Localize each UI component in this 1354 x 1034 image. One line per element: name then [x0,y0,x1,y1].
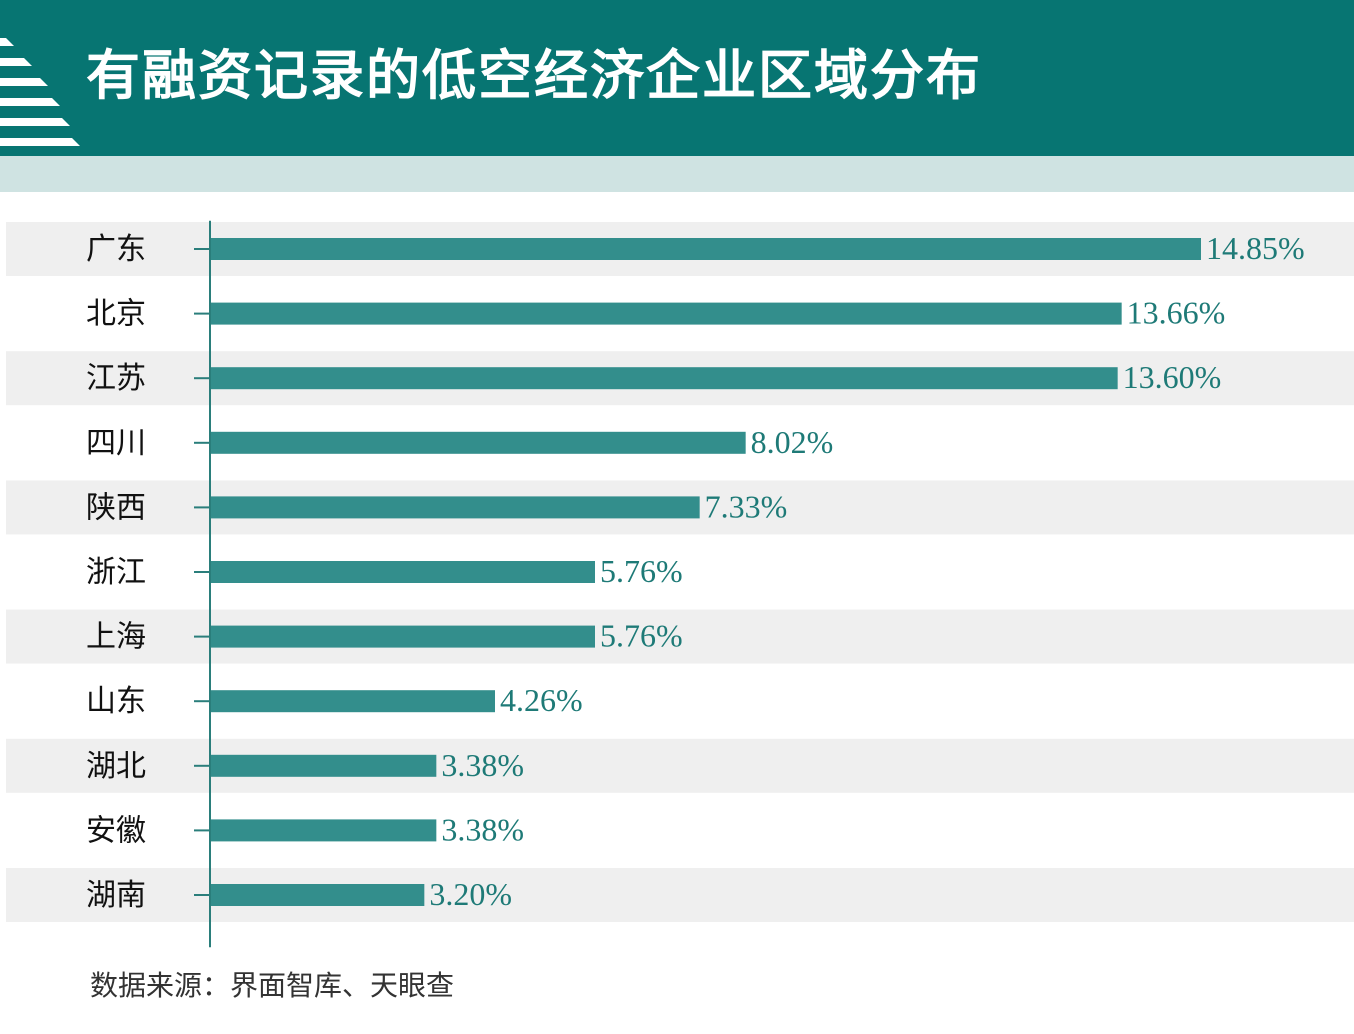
value-label: 3.38% [441,811,524,847]
value-label: 5.76% [600,553,683,589]
category-label: 陕西 [86,490,146,525]
value-label: 13.60% [1123,359,1222,395]
category-label: 安徽 [86,813,146,848]
category-label: 湖南 [86,878,146,913]
value-label: 14.85% [1206,230,1305,266]
bar [211,819,437,842]
bar [211,754,437,777]
bar [211,561,595,583]
bar [211,367,1118,390]
bar [211,238,1201,260]
page-title: 有融资记录的低空经济企业区域分布 [86,44,982,107]
bar-chart: 广东 14.85% 北京 13.66% 江苏 13.60% 四川 8.02% 陕西 7.33% 浙江… [6,220,1354,948]
bar [211,690,495,713]
category-label: 广东 [86,232,146,267]
value-label: 7.33% [705,488,788,524]
category-label: 四川 [86,426,146,461]
category-label: 山东 [86,684,146,719]
bar [211,625,595,648]
bar [211,431,746,454]
bar [211,884,425,906]
value-label: 3.38% [441,747,524,783]
category-label: 北京 [86,297,146,332]
bar [211,302,1122,325]
value-label: 8.02% [751,424,834,460]
category-label: 湖北 [86,749,146,784]
header-bar: 有融资记录的低空经济企业区域分布 [0,0,1354,186]
category-label: 浙江 [86,555,146,590]
header-accent-band [0,156,1354,192]
category-label: 江苏 [86,361,146,396]
value-label: 3.20% [429,876,512,912]
category-label: 上海 [86,620,146,655]
value-label: 4.26% [500,682,583,718]
value-label: 13.66% [1127,295,1226,331]
data-source-note: 数据来源：界面智库、天眼查 [90,969,455,1002]
bar [211,496,700,519]
value-label: 5.76% [600,618,683,654]
